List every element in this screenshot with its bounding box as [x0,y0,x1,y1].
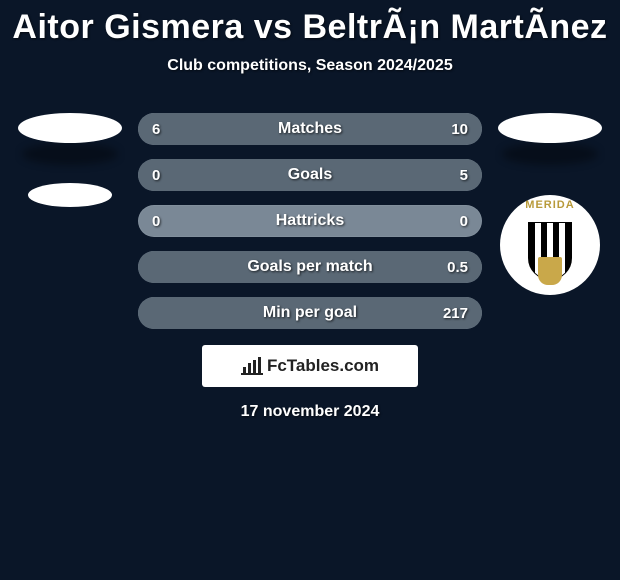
stat-value-right: 0.5 [447,251,468,283]
page-subtitle: Club competitions, Season 2024/2025 [0,57,620,75]
player-left-column [14,113,126,207]
footer-brand-box[interactable]: FcTables.com [202,345,418,387]
footer-brand-label: FcTables.com [267,356,379,376]
stat-value-right: 10 [451,113,468,145]
player-left-avatar [18,113,122,143]
stat-label: Goals per match [138,251,482,283]
player-right-avatar [498,113,602,143]
stat-label: Hattricks [138,205,482,237]
comparison-card: Aitor Gismera vs BeltrÃ¡n MartÃ­nez Club… [0,0,620,421]
content-row: 6Matches100Goals50Hattricks0Goals per ma… [0,113,620,329]
footer-date: 17 november 2024 [0,403,620,421]
stat-label: Min per goal [138,297,482,329]
club-badge-shield [538,257,562,285]
stat-bar: Goals per match0.5 [138,251,482,283]
player-left-club-avatar [28,183,112,207]
stat-label: Goals [138,159,482,191]
page-title: Aitor Gismera vs BeltrÃ¡n MartÃ­nez [0,8,620,47]
stat-value-right: 217 [443,297,468,329]
player-right-club-badge: MERIDA [500,195,600,295]
player-right-column: MERIDA [494,113,606,295]
stats-column: 6Matches100Goals50Hattricks0Goals per ma… [138,113,482,329]
stat-label: Matches [138,113,482,145]
stat-value-right: 0 [460,205,468,237]
stat-bar: 0Hattricks0 [138,205,482,237]
stat-value-right: 5 [460,159,468,191]
stat-bar: Min per goal217 [138,297,482,329]
stat-bar: 0Goals5 [138,159,482,191]
bar-chart-icon [241,357,263,375]
club-badge-stripes [528,222,572,280]
stat-bar: 6Matches10 [138,113,482,145]
club-badge-text: MERIDA [504,199,596,211]
